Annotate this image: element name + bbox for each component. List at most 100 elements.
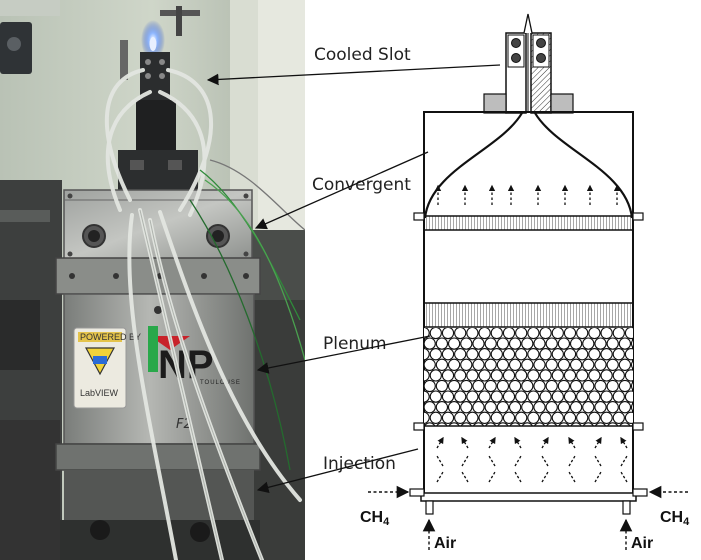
green-connector xyxy=(148,326,158,372)
bead xyxy=(588,411,601,424)
bead xyxy=(424,369,430,382)
bead xyxy=(502,390,516,403)
bead xyxy=(454,411,467,424)
bead xyxy=(496,337,510,350)
bead xyxy=(447,337,461,350)
bead xyxy=(576,328,589,340)
bead xyxy=(533,422,546,426)
bead xyxy=(424,379,436,393)
bead xyxy=(582,337,595,350)
bead xyxy=(424,348,430,361)
bead xyxy=(508,401,522,414)
bead xyxy=(508,379,522,393)
bead xyxy=(485,422,497,426)
bead xyxy=(496,358,510,371)
bead xyxy=(630,360,633,370)
bead xyxy=(557,379,571,393)
bead xyxy=(557,358,571,371)
bead xyxy=(496,401,510,414)
plenum-leader xyxy=(256,335,431,374)
bead xyxy=(521,379,534,393)
bead xyxy=(533,401,546,414)
injection-flow-arrows xyxy=(436,436,628,483)
bead xyxy=(460,379,473,393)
bead xyxy=(576,390,589,403)
bead xyxy=(497,422,509,426)
injection-arrow xyxy=(461,471,469,483)
bead xyxy=(618,379,632,393)
bead xyxy=(454,348,467,361)
bead xyxy=(606,401,619,414)
injection-arrow xyxy=(436,455,444,467)
bead xyxy=(612,411,625,424)
bead xyxy=(466,328,479,340)
bead xyxy=(539,328,552,340)
bead xyxy=(582,358,595,371)
bead xyxy=(600,411,613,424)
bead xyxy=(558,422,570,426)
bead xyxy=(478,411,491,424)
bead xyxy=(429,348,442,361)
bead xyxy=(472,379,485,393)
bead xyxy=(619,422,631,426)
injection-arrow xyxy=(461,436,469,449)
bead xyxy=(594,379,607,393)
bead xyxy=(454,328,467,340)
bead xyxy=(515,348,528,361)
bead xyxy=(447,358,461,371)
injection-arrow xyxy=(488,471,496,483)
bead xyxy=(563,411,577,424)
bead xyxy=(447,401,461,414)
bead xyxy=(508,358,522,371)
injection-arrow xyxy=(594,455,602,467)
bead xyxy=(424,390,430,403)
bead xyxy=(624,369,633,382)
injection-arrow xyxy=(514,471,522,483)
injection-arrow xyxy=(541,436,549,449)
bead xyxy=(435,358,449,371)
bead xyxy=(607,422,619,426)
bead xyxy=(472,401,485,414)
bead xyxy=(490,390,503,403)
bead xyxy=(460,337,473,350)
injection-arrow xyxy=(620,436,628,449)
bead xyxy=(484,401,497,414)
injection-arrow xyxy=(436,436,444,449)
injection-arrow xyxy=(568,455,576,467)
bead xyxy=(508,337,522,350)
bead xyxy=(557,337,571,350)
injection-arrow xyxy=(514,455,522,467)
bead xyxy=(441,328,455,340)
bead xyxy=(533,379,546,393)
bead xyxy=(502,369,516,382)
bead xyxy=(466,348,479,361)
bead xyxy=(478,328,491,340)
cooled-slot-label: Cooled Slot xyxy=(314,45,411,65)
bead xyxy=(429,411,442,424)
bead xyxy=(630,339,633,349)
bead xyxy=(472,358,485,371)
bead xyxy=(570,422,582,426)
badge-top-text: POWERED BY xyxy=(80,332,141,342)
right-air-label: Air xyxy=(631,535,653,552)
bead xyxy=(527,390,540,403)
bead xyxy=(576,369,589,382)
bead xyxy=(478,348,491,361)
bead xyxy=(569,401,583,414)
bead xyxy=(551,411,564,424)
bead xyxy=(509,422,521,426)
bead xyxy=(624,390,633,403)
convergent-leader xyxy=(254,151,429,230)
bead xyxy=(624,348,633,361)
bead xyxy=(435,379,449,393)
bead xyxy=(490,328,503,340)
bead xyxy=(515,328,528,340)
right-air-inlet xyxy=(622,500,631,515)
bead xyxy=(460,358,473,371)
bead xyxy=(630,381,633,391)
bead xyxy=(600,369,613,382)
right-ch4-inlet xyxy=(632,488,648,497)
bead xyxy=(448,422,460,426)
bead xyxy=(551,369,564,382)
injection-arrow xyxy=(541,455,549,467)
